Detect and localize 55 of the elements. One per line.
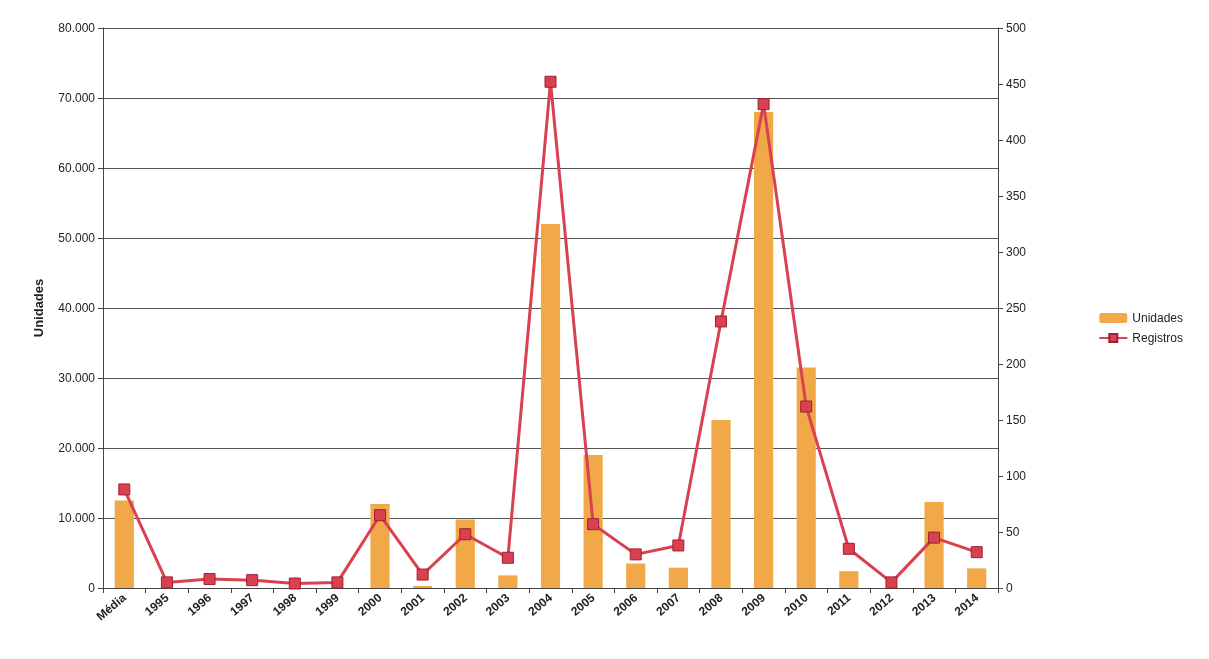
legend-label: Unidades [1132, 311, 1183, 325]
legend-label: Registros [1132, 331, 1183, 345]
y-axis-title: Unidades [31, 278, 46, 338]
bar [967, 568, 987, 588]
point [459, 528, 472, 541]
point [501, 551, 514, 564]
point [757, 98, 770, 111]
point [928, 531, 941, 544]
y-tick-label: 30.000 [58, 371, 96, 385]
y-tick-label: 50.000 [58, 231, 96, 245]
point [416, 568, 429, 581]
y-tick-label: 80.000 [58, 21, 96, 35]
point [885, 576, 898, 589]
bar [711, 420, 731, 588]
y-tick-label: 40.000 [58, 301, 96, 315]
point [714, 315, 727, 328]
bar [114, 500, 134, 588]
y2-tick-label: 200 [1006, 357, 1027, 371]
y2-tick-label: 50 [1006, 525, 1020, 539]
point [203, 573, 216, 586]
y2-tick-label: 450 [1006, 77, 1027, 91]
y-tick-label: 20.000 [58, 441, 96, 455]
y2-tick-label: 250 [1006, 301, 1027, 315]
bar [754, 112, 774, 588]
point [587, 518, 600, 531]
point [118, 483, 131, 496]
y-tick-label: 10.000 [58, 511, 96, 525]
bar [668, 567, 688, 588]
y-tick-label: 60.000 [58, 161, 96, 175]
point [842, 542, 855, 555]
bar [839, 571, 859, 588]
y2-tick-label: 500 [1006, 21, 1027, 35]
point [246, 574, 259, 587]
bar [626, 563, 646, 588]
bar [413, 585, 433, 588]
bar [796, 367, 816, 588]
point [800, 400, 813, 413]
point [629, 548, 642, 561]
y2-tick-label: 350 [1006, 189, 1027, 203]
y2-tick-label: 150 [1006, 413, 1027, 427]
point [374, 509, 387, 522]
point [288, 577, 301, 590]
point [331, 576, 344, 589]
point [672, 539, 685, 552]
point [160, 576, 173, 589]
bar [540, 224, 561, 588]
point [970, 546, 983, 559]
y2-tick-label: 100 [1006, 469, 1027, 483]
y-tick-label: 70.000 [58, 91, 96, 105]
y2-tick-label: 300 [1006, 245, 1027, 259]
y2-tick-label: 400 [1006, 133, 1027, 147]
y-tick-label: 0 [88, 581, 96, 595]
y2-tick-label: 0 [1006, 581, 1013, 595]
point [544, 75, 557, 88]
bar [498, 575, 518, 588]
